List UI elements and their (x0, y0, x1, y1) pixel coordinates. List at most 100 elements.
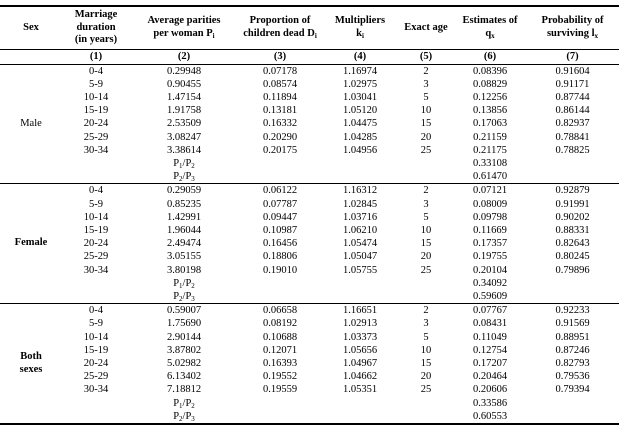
cell-avg-parity: 0.59007 (166, 305, 202, 317)
subscript: i (212, 31, 215, 40)
cell-prop-dead: 0.16332 (262, 118, 298, 130)
cell-duration: 10-14 (83, 211, 109, 223)
cell-prop-dead: 0.16456 (262, 238, 298, 250)
header-line: Marriage (74, 9, 118, 20)
cell-exact-age: 10 (420, 344, 432, 356)
empty-cell (322, 410, 398, 424)
cell-duration: 5-9 (89, 78, 103, 90)
empty-cell (322, 170, 398, 184)
empty-cell (62, 410, 130, 424)
cell-duration: 20-24 (83, 357, 109, 369)
cell-duration: 25-29 (83, 371, 109, 383)
section-female: Female 0-4 0.29059 0.06122 1.16312 2 0.07121 0.… (0, 184, 619, 304)
data-row: 5-9 0.85235 0.07787 1.02845 3 0.08009 0.91991 (0, 198, 619, 211)
empty-cell (322, 157, 398, 170)
cell-multiplier: 1.06210 (342, 224, 378, 236)
cell-multiplier: 1.02845 (342, 198, 378, 210)
header-line: children dead D (243, 27, 315, 39)
cell-exact-age: 3 (423, 78, 429, 90)
ratio-label-cell: P2/P3 (130, 170, 238, 184)
cell-exact-age: 2 (423, 65, 429, 77)
mortality-estimation-table: Sex Marriage duration (in years) Average par… (0, 5, 619, 425)
header-line: Multipliers (334, 15, 386, 27)
cell-q-estimate: 0.08829 (472, 78, 508, 90)
cell-multiplier: 1.04662 (342, 371, 378, 383)
header-multipliers: Multipliers ki (322, 6, 398, 50)
ratio-label-part: /P (182, 157, 192, 169)
data-row: 30-34 3.38614 0.20175 1.04956 25 0.21175 0.788… (0, 144, 619, 157)
column-number: (1) (62, 49, 130, 65)
cell-l-surviving: 0.91604 (555, 65, 590, 77)
cell-q-estimate: 0.17207 (472, 357, 508, 369)
cell-multiplier: 1.05656 (342, 344, 378, 356)
empty-cell (526, 277, 619, 290)
data-row: 30-34 3.80198 0.19010 1.05755 25 0.20104 0.798… (0, 264, 619, 277)
cell-multiplier: 1.04475 (342, 118, 378, 130)
column-number: (5) (398, 49, 454, 65)
cell-l-surviving: 0.78841 (555, 131, 590, 143)
cell-l-surviving: 0.79896 (555, 264, 590, 276)
ratio-value-cell: 0.59609 (472, 290, 508, 302)
subscript: 1 (179, 401, 183, 410)
subscript: 1 (179, 281, 183, 290)
empty-cell (62, 397, 130, 410)
empty-cell (238, 277, 322, 290)
cell-prop-dead: 0.19552 (262, 371, 298, 383)
empty-cell (526, 410, 619, 424)
ratio-value-cell: 0.61470 (472, 171, 508, 183)
header-line: (in years) (74, 34, 118, 45)
cell-exact-age: 2 (423, 305, 429, 317)
empty-cell (398, 410, 454, 424)
cell-avg-parity: 7.18812 (166, 384, 202, 396)
cell-duration: 0-4 (89, 65, 103, 77)
ratio-value-cell: 0.60553 (472, 410, 508, 422)
cell-avg-parity: 1.42991 (166, 211, 202, 223)
header-line: duration (76, 21, 116, 33)
cell-exact-age: 25 (420, 384, 432, 396)
cell-duration: 5-9 (89, 318, 103, 330)
cell-multiplier: 1.04956 (342, 144, 378, 156)
cell-prop-dead: 0.10987 (262, 224, 298, 236)
header-line: Exact age (404, 21, 448, 33)
data-row: Female 0-4 0.29059 0.06122 1.16312 2 0.07121 0.… (0, 184, 619, 248)
cell-prop-dead: 0.13181 (262, 105, 298, 117)
cell-l-surviving: 0.91171 (555, 78, 590, 90)
cell-prop-dead: 0.06122 (262, 185, 298, 197)
empty-cell (398, 397, 454, 410)
cell-multiplier: 1.05351 (342, 384, 378, 396)
cell-l-surviving: 0.91569 (555, 318, 590, 330)
sex-cell: Female (0, 184, 62, 304)
cell-avg-parity: 3.87802 (166, 344, 202, 356)
cell-multiplier: 1.16312 (342, 185, 378, 197)
cell-prop-dead: 0.08192 (262, 318, 298, 330)
cell-exact-age: 20 (420, 371, 432, 383)
cell-exact-age: 25 (420, 264, 432, 276)
subscript: 2 (179, 414, 183, 423)
header-number-row: (1) (2) (3) (4) (5) (6) (7) (0, 49, 619, 65)
ratio-label-part: P (173, 290, 180, 302)
cell-duration: 15-19 (83, 105, 109, 117)
cell-duration: 15-19 (83, 224, 109, 236)
ratio-label-cell: P2/P3 (130, 290, 238, 304)
cell-l-surviving: 0.88951 (555, 331, 590, 343)
cell-duration: 25-29 (83, 251, 109, 263)
cell-q-estimate: 0.17357 (472, 238, 508, 250)
cell-multiplier: 1.03041 (342, 91, 378, 103)
subscript: i (314, 31, 317, 40)
data-row: Male 0-4 0.29948 0.07178 1.16974 2 0.08396 0.91… (0, 64, 619, 129)
cell-q-estimate: 0.19755 (472, 251, 508, 263)
cell-duration: 20-24 (83, 238, 109, 250)
empty-cell (398, 290, 454, 304)
cell-q-estimate: 0.07767 (472, 305, 508, 317)
cell-multiplier: 1.04967 (342, 357, 378, 369)
cell-q-estimate: 0.20104 (472, 264, 508, 276)
ratio-label-part: P (173, 171, 180, 183)
cell-l-surviving: 0.92879 (555, 185, 590, 197)
data-row: 10-14 1.42991 0.09447 1.03716 5 0.09798 0.9020… (0, 211, 619, 224)
ratio-value-cell: 0.33586 (472, 397, 508, 409)
cell-exact-age: 15 (420, 238, 432, 250)
cell-q-estimate: 0.20606 (472, 384, 508, 396)
cell-l-surviving: 0.86144 (555, 105, 590, 117)
cell-avg-parity: 0.85235 (166, 198, 202, 210)
